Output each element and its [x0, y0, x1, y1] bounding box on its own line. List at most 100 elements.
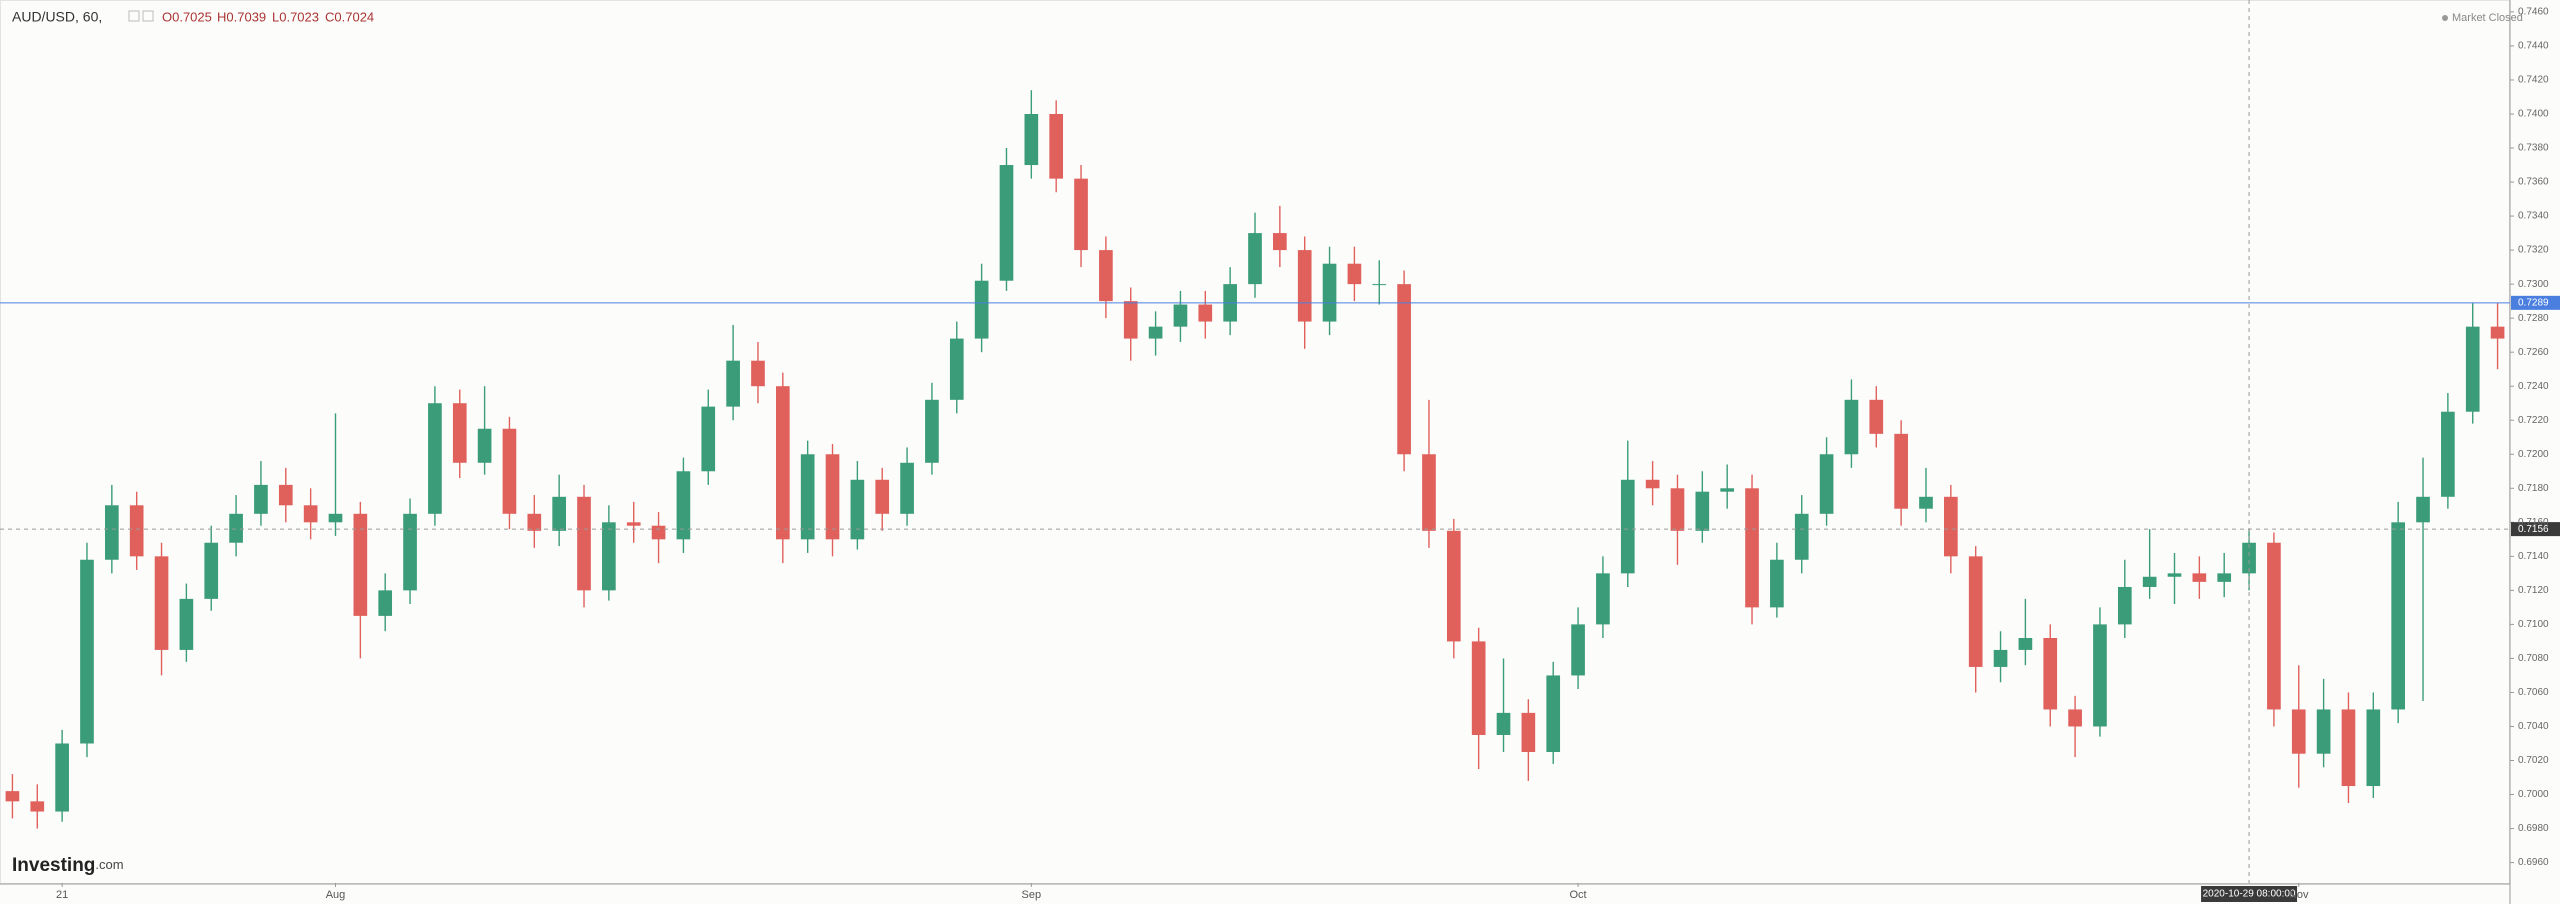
y-tick-label: 0.7060 [2518, 687, 2549, 698]
candle-body [403, 513, 417, 591]
candle-body [2018, 638, 2033, 650]
candle-body [775, 386, 790, 540]
candle-body [1422, 454, 1436, 531]
y-tick-label: 0.7000 [2518, 789, 2549, 800]
x-tick-label: Sep [1022, 889, 1042, 901]
candle-body [278, 484, 293, 506]
candle-body [626, 522, 641, 526]
candle-body [1968, 556, 1983, 667]
candle-body [2490, 326, 2505, 339]
y-tick-label: 0.7240 [2518, 381, 2549, 392]
candle-body [129, 505, 144, 557]
candle-body [1819, 454, 1834, 514]
y-tick-label: 0.7260 [2518, 347, 2549, 358]
candle-body [55, 743, 69, 812]
candle-body [1571, 624, 1585, 676]
candle-body [502, 428, 517, 514]
candle-body [1347, 263, 1362, 285]
y-tick-label: 0.7120 [2518, 585, 2549, 596]
candle-body [1074, 178, 1088, 251]
candle-body [80, 559, 94, 744]
candle-body [900, 462, 914, 514]
ohlc-close: C0.7024 [325, 9, 374, 24]
ohlc-low: L0.7023 [272, 9, 319, 24]
candle-body [1695, 491, 1710, 531]
candle-body [428, 403, 442, 514]
candle-body [1446, 530, 1461, 642]
candle-body [1546, 675, 1561, 752]
candle-body [1745, 488, 1759, 608]
y-tick-label: 0.7340 [2518, 211, 2549, 222]
y-tick-label: 0.7360 [2518, 177, 2549, 188]
candle-body [2391, 522, 2406, 710]
crosshair-time-box [2201, 886, 2298, 902]
candle-body [1248, 233, 1262, 285]
candle-body [2068, 709, 2082, 727]
candle-body [1496, 712, 1511, 735]
candle-body [2142, 576, 2157, 587]
candle-body [850, 479, 865, 540]
candle-body [751, 360, 765, 387]
last-price-label: 0.7289 [2518, 297, 2549, 308]
y-tick-label: 0.7080 [2518, 653, 2549, 664]
candle-body [1844, 399, 1859, 455]
y-tick-label: 0.7440 [2518, 41, 2549, 52]
candle-body [254, 484, 268, 514]
y-tick-label: 0.7040 [2518, 721, 2549, 732]
candle-body [229, 513, 243, 543]
candle-body [30, 801, 45, 812]
ohlc-high: H0.7039 [217, 9, 266, 24]
candle-body [2465, 326, 2480, 412]
y-tick-label: 0.7140 [2518, 551, 2549, 562]
candle-body [1993, 649, 2008, 667]
candle-body [726, 360, 740, 407]
brand-suffix: .com [95, 857, 123, 872]
candle-body [1322, 263, 1337, 322]
candle-body [875, 479, 890, 514]
candle-body [1770, 559, 1784, 608]
candle-body [303, 505, 318, 523]
candle-body [2117, 586, 2132, 625]
x-tick-label: Aug [326, 889, 346, 901]
candle-body [1198, 304, 1213, 322]
candle-body [154, 556, 169, 650]
y-tick-label: 0.7420 [2518, 75, 2549, 86]
candle-body [1620, 479, 1635, 574]
candles [5, 90, 2505, 829]
candle-body [701, 406, 716, 472]
candle-body [949, 338, 964, 400]
candle-body [353, 513, 368, 616]
y-tick-label: 0.7300 [2518, 279, 2549, 290]
candle-body [1521, 712, 1536, 752]
icon[interactable] [128, 10, 140, 22]
candle-body [1869, 399, 1884, 434]
y-tick-label: 0.7320 [2518, 245, 2549, 256]
crosshair-time-label: 2020-10-29 08:00:00 [2203, 889, 2296, 900]
status-dot [2442, 15, 2448, 21]
candle-body [2167, 573, 2182, 577]
y-tick-label: 0.7220 [2518, 415, 2549, 426]
candle-body [1372, 284, 1387, 286]
crosshair-price-label: 0.7156 [2518, 524, 2549, 535]
candle-body [378, 590, 393, 616]
candle-body [1596, 573, 1610, 625]
candle-body [1471, 641, 1486, 735]
candle-body [602, 522, 616, 591]
symbol[interactable]: AUD/USD, 60, [12, 9, 102, 25]
candle-body [1049, 113, 1064, 179]
candle-body [2316, 709, 2331, 754]
candle-body [104, 505, 119, 560]
x-tick-label: Oct [1570, 889, 1587, 901]
icon[interactable] [142, 10, 154, 22]
candle-body [2366, 709, 2381, 787]
candle-body [1024, 113, 1039, 166]
candle-body [204, 542, 219, 599]
candle-body [2043, 638, 2058, 710]
x-tick-label: 21 [56, 889, 68, 901]
candle-body [2093, 624, 2107, 727]
candle-body [1794, 513, 1809, 560]
candle-body [1645, 479, 1660, 489]
